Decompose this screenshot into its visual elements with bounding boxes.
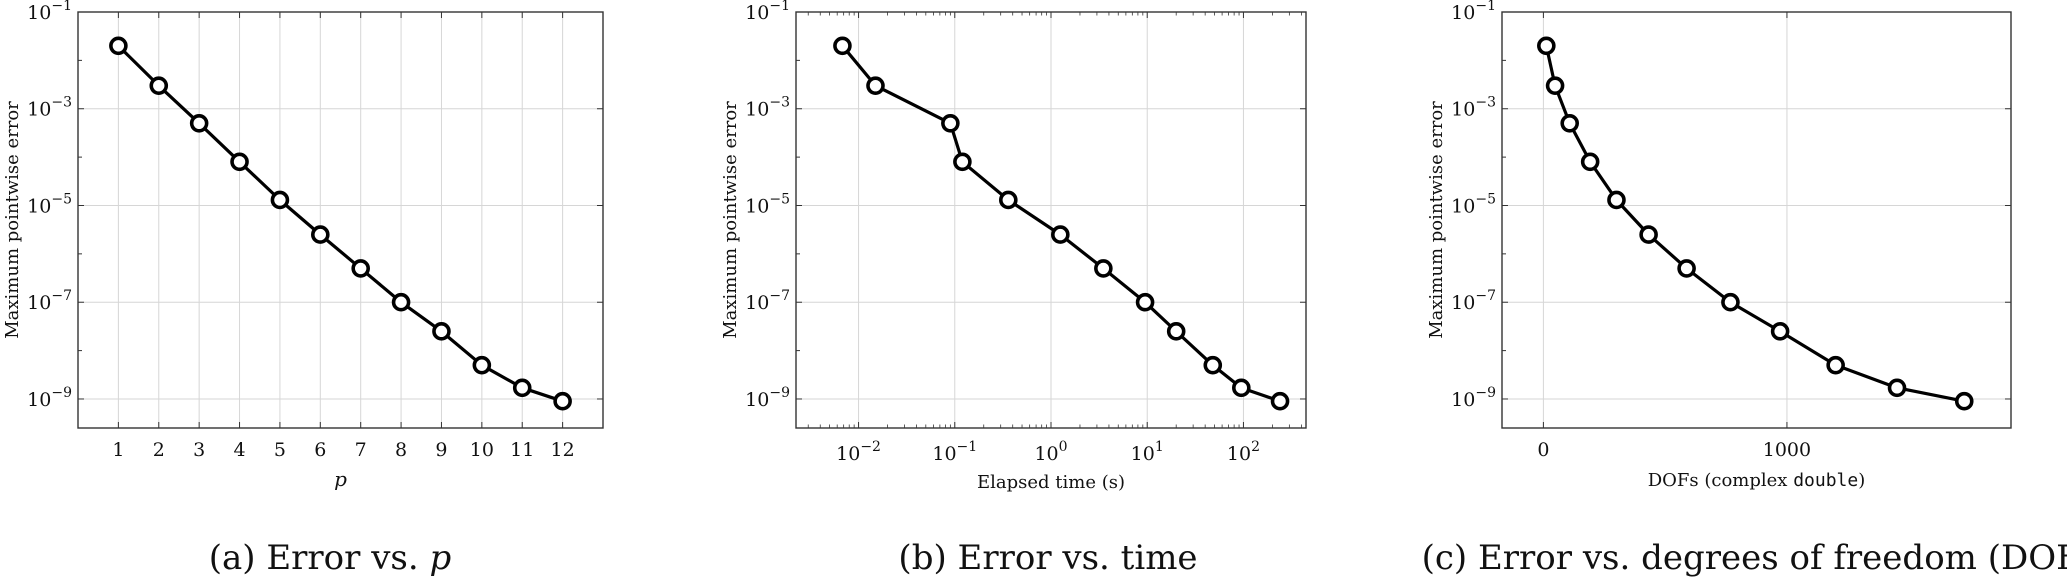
ytick-label-b-4: 10−9 xyxy=(745,385,790,411)
series-line-b xyxy=(841,44,1281,403)
xtick-label-a-6: 7 xyxy=(355,439,367,461)
xtick-label-a-5: 6 xyxy=(314,439,326,461)
data-point-c-10 xyxy=(1887,378,1907,398)
xtick-label-a-10: 11 xyxy=(510,439,534,461)
ytick-label-b-0: 10−1 xyxy=(745,0,790,24)
data-point-b-7 xyxy=(1135,292,1155,312)
data-point-b-1 xyxy=(866,76,885,95)
data-point-a-0 xyxy=(109,36,128,56)
data-point-a-7 xyxy=(391,292,411,312)
ytick-label-a-2: 10−5 xyxy=(27,191,72,217)
plot-frame-a xyxy=(77,11,604,429)
xlabel-a: p xyxy=(334,467,347,491)
ylabel-c: Maximum pointwise error xyxy=(1426,101,1447,339)
xtick-label-b-4: 102 xyxy=(1227,439,1260,465)
xtick-label-b-2: 100 xyxy=(1034,439,1067,465)
xtick-label-a-8: 9 xyxy=(435,439,447,461)
data-point-a-3 xyxy=(230,152,249,172)
ytick-label-a-4: 10−9 xyxy=(27,385,72,411)
ylabel-a: Maximum pointwise error xyxy=(2,101,23,339)
xtick-label-a-2: 3 xyxy=(193,439,205,461)
panel-b: 10−1 10−3 10−5 10−7 10−9 10−2 10−1 100 101 102 Ela… xyxy=(720,0,1307,493)
ytick-label-c-4: 10−9 xyxy=(1451,385,1496,411)
ytick-label-b-2: 10−5 xyxy=(745,191,790,217)
data-point-b-0 xyxy=(833,36,852,56)
caption-a-var: p xyxy=(429,538,452,578)
data-point-b-2 xyxy=(941,114,960,133)
data-point-c-1 xyxy=(1545,76,1565,95)
data-point-a-4 xyxy=(270,190,290,210)
data-point-c-3 xyxy=(1580,152,1600,172)
caption-a: (a) Error vs. p xyxy=(209,538,452,578)
data-point-c-0 xyxy=(1537,36,1556,56)
data-point-b-11 xyxy=(1270,391,1290,411)
caption-c: (c) Error vs. degrees of freedom (DOFs) xyxy=(1422,538,2067,578)
data-point-c-2 xyxy=(1560,114,1580,133)
data-point-b-10 xyxy=(1232,378,1251,398)
data-point-a-10 xyxy=(512,378,532,398)
xtick-label-a-4: 5 xyxy=(274,439,286,461)
data-point-a-1 xyxy=(149,76,169,95)
plot-frame-c xyxy=(1501,11,2012,429)
caption-c-label: (c) Error vs. degrees of freedom (DOFs) xyxy=(1421,538,2067,578)
caption-b: (b) Error vs. time xyxy=(898,538,1197,578)
ytick-label-c-2: 10−5 xyxy=(1451,191,1496,217)
data-point-b-6 xyxy=(1094,259,1113,278)
xtick-label-a-7: 8 xyxy=(395,439,407,461)
ytick-label-a-0: 10−1 xyxy=(27,0,72,24)
ytick-label-a-1: 10−3 xyxy=(27,95,72,121)
xtick-label-a-3: 4 xyxy=(233,439,245,461)
series-line-a xyxy=(117,44,564,403)
data-point-b-3 xyxy=(953,152,972,172)
xtick-label-b-0: 10−2 xyxy=(836,439,881,465)
xtick-label-c-1: 1000 xyxy=(1763,439,1811,461)
data-point-b-9 xyxy=(1203,355,1223,375)
data-point-b-5 xyxy=(1051,225,1070,244)
ytick-label-b-3: 10−7 xyxy=(745,288,790,314)
xtick-label-a-0: 1 xyxy=(112,439,124,461)
ylabel-b: Maximum pointwise error xyxy=(720,101,741,339)
data-point-c-8 xyxy=(1770,322,1790,341)
panel-c: 10−1 10−3 10−5 10−7 10−9 0 1000 DOFs (complex d… xyxy=(1426,0,2012,491)
data-point-a-2 xyxy=(189,114,209,133)
data-point-c-6 xyxy=(1677,259,1696,278)
series-line-c xyxy=(1544,45,1965,403)
ytick-label-c-0: 10−1 xyxy=(1451,0,1496,24)
data-point-a-5 xyxy=(311,225,330,244)
xtick-label-a-11: 12 xyxy=(551,439,575,461)
ytick-label-a-3: 10−7 xyxy=(27,288,72,314)
data-point-a-6 xyxy=(351,259,370,278)
data-point-a-9 xyxy=(472,355,492,375)
xlabel-c: DOFs (complex double) xyxy=(1648,470,1866,491)
panel-a: 10−110−310−510−710−91 2 3 4 5 6 7 8 9 10 11 12pMaxi… xyxy=(2,0,604,491)
data-point-c-4 xyxy=(1607,190,1626,210)
data-point-a-8 xyxy=(432,322,451,341)
data-point-c-5 xyxy=(1639,225,1658,244)
data-point-b-4 xyxy=(999,190,1018,210)
caption-a-label: (a) Error vs. xyxy=(208,538,419,578)
xtick-label-b-3: 101 xyxy=(1131,439,1164,465)
data-point-b-8 xyxy=(1166,322,1186,341)
data-point-c-7 xyxy=(1721,292,1740,312)
data-point-c-11 xyxy=(1954,391,1974,411)
xtick-label-a-1: 2 xyxy=(153,439,165,461)
xtick-label-b-1: 10−1 xyxy=(932,439,977,465)
caption-b-label: (b) Error vs. time xyxy=(898,538,1198,578)
xtick-label-a-9: 10 xyxy=(470,439,494,461)
ytick-label-c-1: 10−3 xyxy=(1451,95,1496,121)
data-point-c-9 xyxy=(1826,355,1845,375)
ytick-label-b-1: 10−3 xyxy=(745,95,790,121)
data-point-a-11 xyxy=(553,391,572,411)
xtick-label-c-0: 0 xyxy=(1537,439,1549,461)
xlabel-b: Elapsed time (s) xyxy=(977,472,1125,493)
ytick-label-c-3: 10−7 xyxy=(1451,288,1496,314)
